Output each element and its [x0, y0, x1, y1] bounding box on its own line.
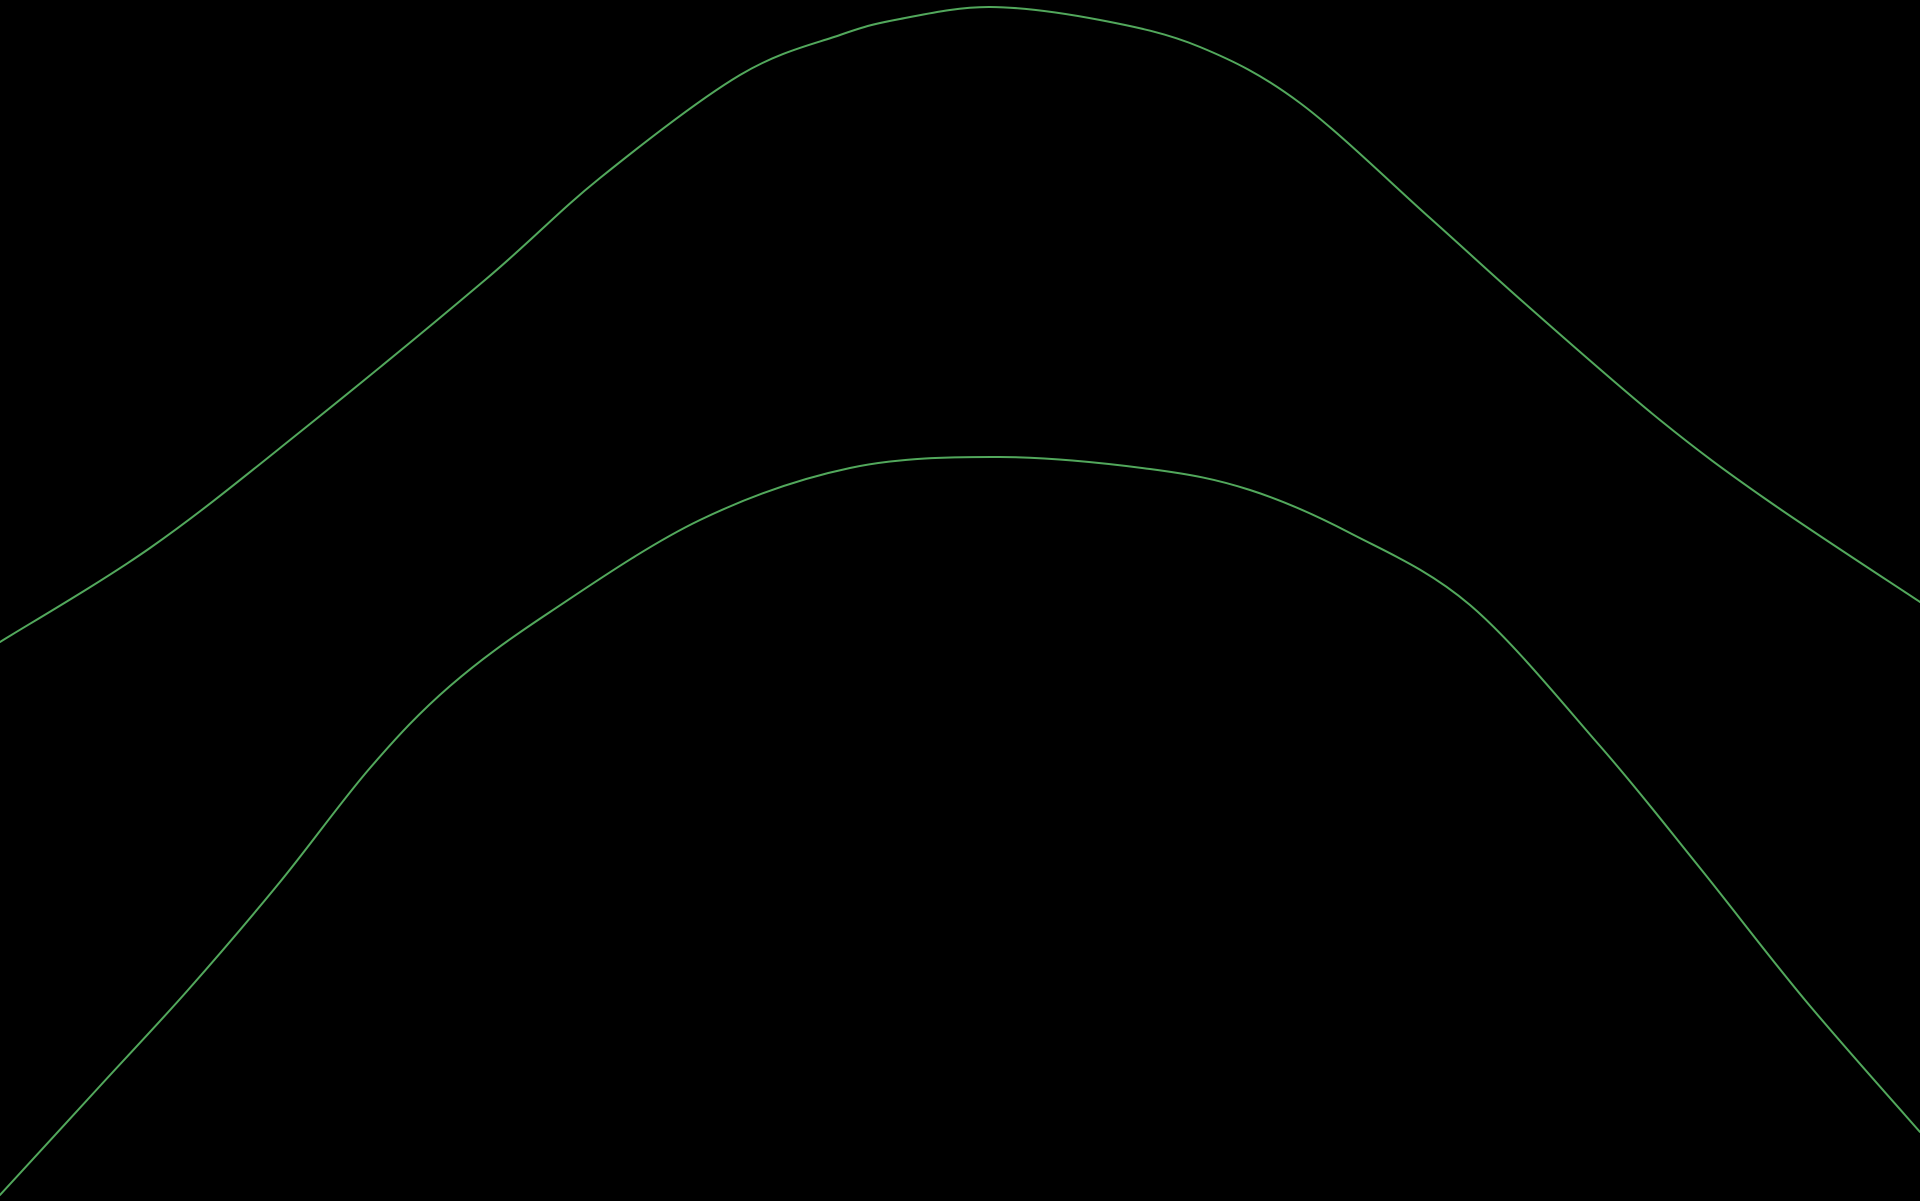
upper-bell-curve — [0, 5, 1920, 643]
lower-bell-curve — [0, 455, 1920, 1196]
